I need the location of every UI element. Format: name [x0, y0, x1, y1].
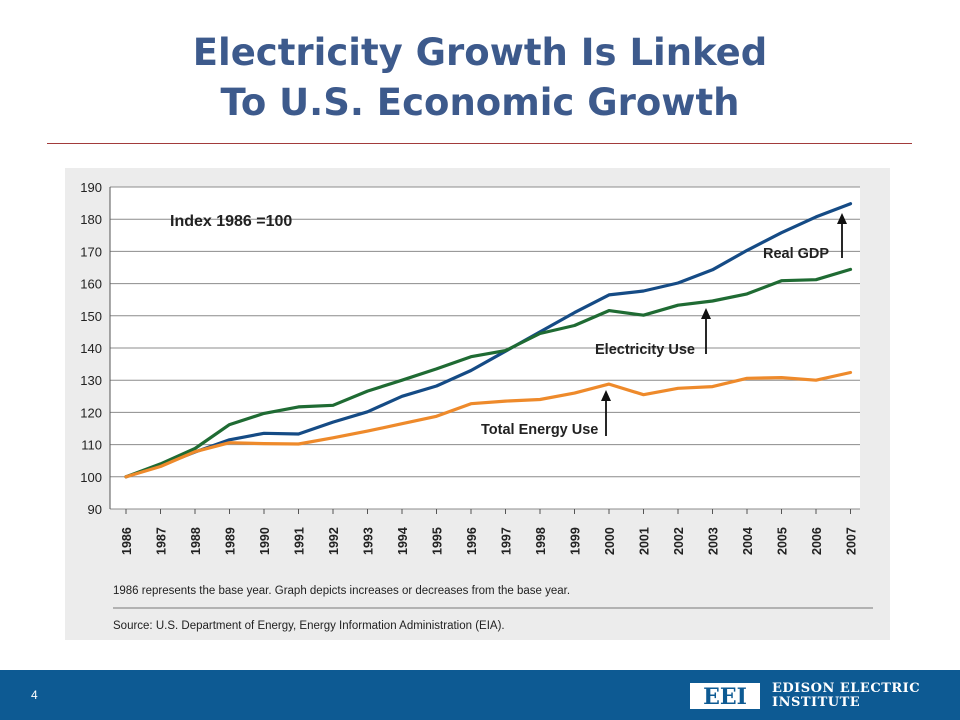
y-tick-label: 170: [80, 244, 102, 259]
x-tick-label: 1987: [155, 527, 169, 555]
eei-logo-icon: EEI: [690, 683, 760, 709]
organization-name: EDISON ELECTRIC INSTITUTE: [772, 682, 920, 710]
x-tick-label: 1993: [362, 527, 376, 555]
x-tick-label: 1999: [569, 527, 583, 555]
x-tick-label: 1995: [431, 527, 445, 555]
x-tick-label: 1998: [534, 527, 548, 555]
x-tick-label: 1994: [396, 527, 410, 555]
series-label: Real GDP: [763, 246, 829, 262]
line-chart: 90 100 110 120 130 140 150 160 170 180 190 1986 1987…: [80, 180, 873, 632]
x-tick-label: 2004: [741, 527, 755, 555]
x-tick-label: 1986: [120, 527, 134, 555]
slide-title: Electricity Growth Is Linked To U.S. Eco…: [0, 28, 960, 128]
x-tick-label: 2003: [707, 527, 721, 555]
eei-logo-text: EEI: [703, 684, 747, 709]
series-line-total-energy-use: [124, 370, 853, 479]
title-divider: [47, 143, 912, 144]
series-line-real-gdp: [124, 202, 853, 479]
x-tick-label: 1991: [293, 527, 307, 555]
arrow-up-icon: [701, 308, 711, 319]
x-tick-label: 1996: [465, 527, 479, 555]
x-tick-label: 1997: [500, 527, 514, 555]
slide-title-line1: Electricity Growth Is Linked: [192, 31, 768, 74]
organization-name-line2: INSTITUTE: [772, 695, 861, 710]
slide-title-line2: To U.S. Economic Growth: [220, 81, 740, 124]
chart-source: Source: U.S. Department of Energy, Energ…: [113, 620, 505, 632]
chart-panel: 90 100 110 120 130 140 150 160 170 180 190 1986 1987…: [65, 168, 890, 640]
y-tick-label: 130: [80, 373, 102, 388]
x-tick-label: 2006: [810, 527, 824, 555]
footer-bar: 4 EEI EDISON ELECTRIC INSTITUTE: [0, 670, 960, 720]
y-tick-label: 110: [81, 438, 102, 453]
page-number: 4: [31, 688, 38, 702]
x-tick-label: 2000: [603, 527, 617, 555]
series-line-electricity-use: [124, 267, 853, 479]
x-tick-label: 1992: [327, 527, 341, 555]
x-tick-label: 2007: [845, 527, 859, 555]
x-tick-label: 2005: [776, 527, 790, 555]
arrow-up-icon: [601, 390, 611, 401]
index-annotation: Index 1986 =100: [170, 213, 292, 230]
series-label: Total Energy Use: [481, 422, 598, 438]
y-tick-label: 160: [80, 277, 102, 292]
x-tick-label: 1989: [224, 527, 238, 555]
chart-footnote: 1986 represents the base year. Graph dep…: [113, 585, 570, 597]
y-tick-label: 180: [80, 212, 102, 227]
y-tick-label: 100: [80, 470, 102, 485]
y-tick-label: 90: [88, 502, 102, 517]
y-tick-label: 190: [80, 180, 102, 195]
x-tick-label: 1988: [189, 527, 203, 555]
x-tick-label: 2001: [638, 527, 652, 555]
arrow-up-icon: [837, 213, 847, 224]
y-tick-label: 150: [80, 309, 102, 324]
y-tick-label: 140: [80, 341, 102, 356]
x-tick-label: 1990: [258, 527, 272, 555]
series-label: Electricity Use: [595, 342, 695, 358]
x-tick-label: 2002: [672, 527, 686, 555]
y-tick-label: 120: [80, 405, 102, 420]
organization-name-line1: EDISON ELECTRIC: [772, 681, 921, 696]
